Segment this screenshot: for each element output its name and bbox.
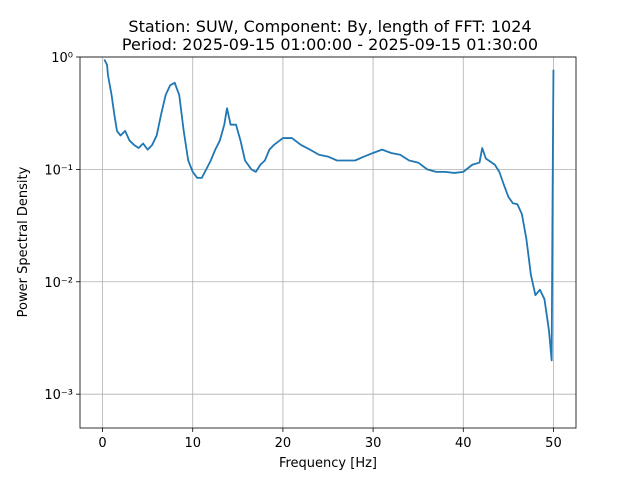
y-tick-label: 10⁻² xyxy=(44,276,73,291)
x-tick-label: 0 xyxy=(98,436,106,451)
plot-frame xyxy=(79,56,577,429)
chart-title: Station: SUW, Component: By, length of F… xyxy=(128,17,531,36)
y-tick-label: 10⁻³ xyxy=(44,388,73,403)
x-axis-label: Frequency [Hz] xyxy=(279,456,377,471)
data-line xyxy=(103,59,555,362)
y-tick-label: 10⁰ xyxy=(51,51,73,66)
x-tick-label: 20 xyxy=(275,436,292,451)
y-tick-label: 10⁻¹ xyxy=(44,163,73,178)
x-tick-label: 50 xyxy=(545,436,562,451)
x-tick-label: 30 xyxy=(365,436,382,451)
x-tick-label: 10 xyxy=(184,436,201,451)
y-axis-label: Power Spectral Density xyxy=(16,166,31,317)
x-tick-label: 40 xyxy=(455,436,472,451)
chart-subtitle: Period: 2025-09-15 01:00:00 - 2025-09-15… xyxy=(122,35,538,54)
